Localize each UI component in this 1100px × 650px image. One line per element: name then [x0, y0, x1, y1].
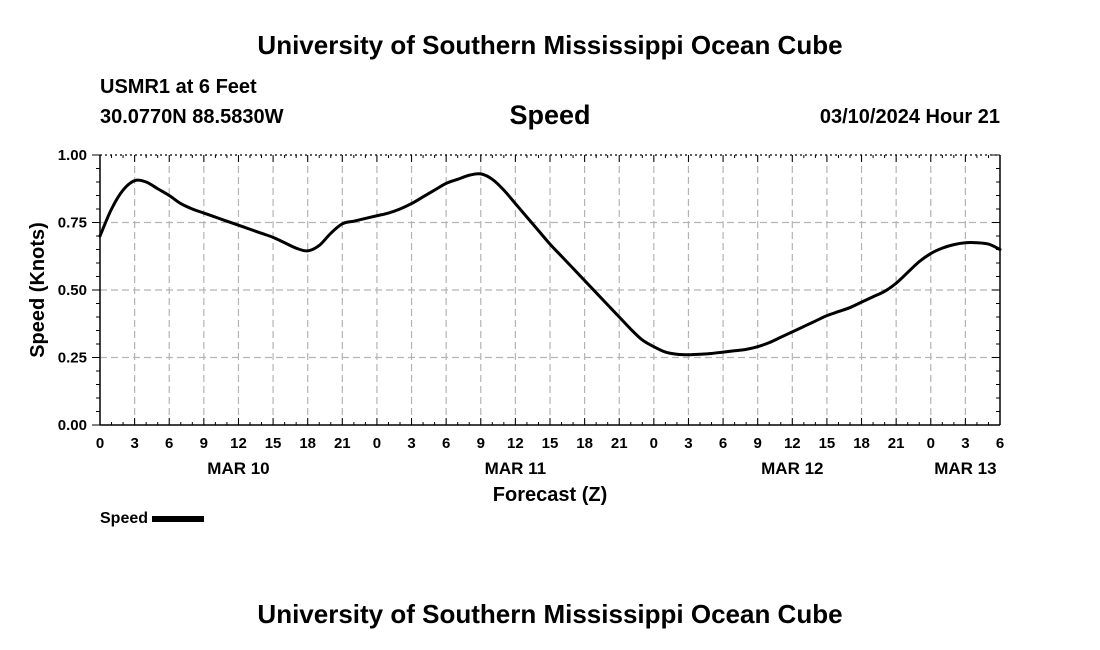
x-tick-label: 21 — [334, 435, 351, 452]
x-tick-label: 0 — [96, 435, 104, 452]
x-tick-label: 18 — [299, 435, 316, 452]
chart-axes — [92, 154, 1001, 426]
x-tick-label: 18 — [576, 435, 593, 452]
legend-swatch — [152, 516, 205, 522]
y-tick-label: 0.00 — [58, 417, 87, 434]
x-tick-label: 6 — [165, 435, 173, 452]
x-tick-label: 6 — [719, 435, 727, 452]
x-tick-label: 3 — [130, 435, 138, 452]
date-label: MAR 12 — [761, 459, 823, 478]
series-line-speed — [98, 172, 1002, 357]
x-tick-label: 3 — [684, 435, 692, 452]
x-tick-label: 9 — [477, 435, 485, 452]
x-tick-label: 21 — [611, 435, 628, 452]
x-tick-label: 18 — [853, 435, 870, 452]
x-tick-label: 15 — [542, 435, 559, 452]
coordinates-label: 30.0770N 88.5830W — [100, 106, 284, 128]
date-label: MAR 11 — [485, 459, 546, 478]
x-tick-label: 3 — [407, 435, 415, 452]
chart-legend: Speed — [100, 510, 205, 528]
date-label: MAR 13 — [934, 459, 996, 478]
y-tick-label: 0.25 — [58, 350, 87, 367]
x-tick-label: 15 — [265, 435, 282, 452]
station-label: USMR1 at 6 Feet — [100, 76, 257, 98]
y-tick-label: 0.50 — [58, 282, 87, 299]
timestamp-label: 03/10/2024 Hour 21 — [819, 106, 1000, 128]
chart-labels: 0 3 6 9 12 15 18 21 0 3 6 9 12 15 18 21 0 3 6 9 12 15 18 21 0 3 6M… — [27, 147, 1004, 506]
date-label: MAR 10 — [207, 459, 269, 478]
page-title: University of Southern Mississippi Ocean… — [257, 30, 843, 60]
y-tick-label: 1.00 — [58, 147, 87, 164]
y-axis-title: Speed (Knots) — [27, 222, 49, 358]
x-tick-label: 15 — [819, 435, 836, 452]
footer-title: University of Southern Mississippi Ocean… — [257, 599, 843, 629]
x-tick-label: 6 — [996, 435, 1004, 452]
x-tick-label: 12 — [784, 435, 801, 452]
x-tick-label: 3 — [961, 435, 969, 452]
x-tick-label: 9 — [754, 435, 762, 452]
x-tick-label: 12 — [230, 435, 247, 452]
x-axis-title: Forecast (Z) — [493, 484, 607, 506]
legend-label: Speed — [100, 510, 149, 527]
y-tick-label: 0.75 — [58, 215, 87, 232]
parameter-title: Speed — [509, 100, 591, 130]
x-tick-label: 0 — [373, 435, 381, 452]
x-tick-label: 6 — [442, 435, 450, 452]
x-tick-label: 9 — [200, 435, 208, 452]
x-tick-label: 0 — [650, 435, 658, 452]
x-tick-label: 12 — [507, 435, 524, 452]
chart-series — [98, 172, 1002, 357]
x-tick-label: 0 — [927, 435, 935, 452]
chart-grid — [100, 154, 1000, 425]
x-tick-label: 21 — [888, 435, 905, 452]
